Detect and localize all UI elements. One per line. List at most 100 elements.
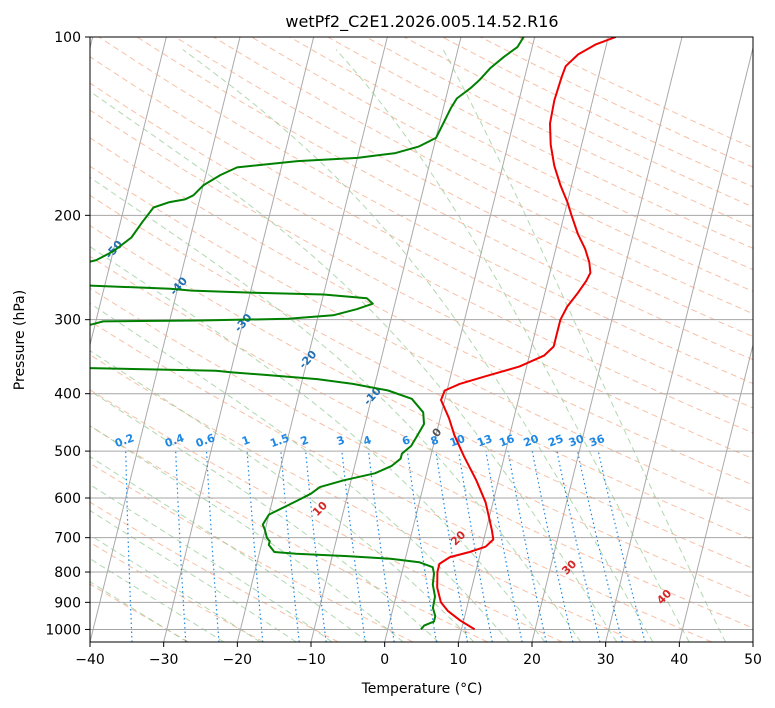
- dry-adiabat: [213, 37, 753, 315]
- x-tick-label: 0: [380, 652, 389, 668]
- y-axis-label: Pressure (hPa): [12, 290, 28, 390]
- mixing-ratio-line: [341, 451, 366, 642]
- x-tick-label: 10: [449, 652, 467, 668]
- profile-series: [90, 37, 617, 631]
- mixing-ratio-label: 2: [299, 433, 311, 448]
- mixing-ratio-line: [507, 450, 547, 642]
- y-tick-label: 200: [54, 208, 81, 224]
- chart-title: wetPf2_C2E1.2026.005.14.52.R16: [285, 12, 558, 32]
- isotherm-line: [531, 37, 683, 642]
- mixing-ratio-label: 0.2: [113, 431, 136, 450]
- dewpoint-line: [90, 37, 525, 631]
- x-tick-label: 40: [670, 652, 688, 668]
- isotherm-line: [90, 37, 241, 642]
- mixing-ratio-line: [435, 451, 469, 642]
- x-tick-label: −20: [223, 652, 253, 668]
- dry-adiabat: [90, 194, 753, 541]
- isotherm-line: [236, 37, 388, 642]
- temperature-line: [436, 37, 617, 631]
- moist-adiabat: [90, 425, 404, 642]
- mixing-ratio-label: 1: [240, 433, 252, 448]
- mixing-ratio-line: [367, 451, 395, 642]
- mixing-ratio-line: [406, 451, 437, 642]
- isobar-gridlines: [90, 37, 753, 630]
- mixing-ratio-line: [531, 450, 574, 642]
- y-tick-label: 1000: [45, 622, 81, 638]
- mixing-ratio-label: 13: [475, 432, 494, 449]
- moist-adiabat: [90, 246, 546, 642]
- x-tick-label: 50: [744, 652, 762, 668]
- mixing-ratio-line: [305, 451, 327, 642]
- moist-adiabat: [335, 49, 690, 642]
- y-axis: 1000 900 800 700 600 500 400 300 200 100: [45, 30, 90, 638]
- mixing-ratio-label: 0.4: [163, 431, 186, 450]
- dry-adiabat: [174, 37, 753, 338]
- mixing-ratio-line: [576, 450, 623, 642]
- mixing-ratio-label: 36: [588, 432, 607, 450]
- y-tick-label: 100: [54, 30, 81, 46]
- mixing-ratio-label: 8: [429, 433, 441, 448]
- dry-adiabat: [90, 583, 190, 642]
- isotherm-line: [678, 342, 753, 642]
- moist-adiabat: [182, 49, 654, 642]
- moist-adiabat: [90, 176, 582, 642]
- dry-adiabat: [518, 37, 753, 149]
- mixing-ratio-label: 20: [522, 432, 541, 450]
- moist-adiabat-label: 40: [654, 587, 674, 607]
- mixing-ratio-line: [556, 450, 601, 642]
- mixing-ratio-label: 3: [335, 433, 347, 448]
- moist-adiabat: [90, 510, 297, 642]
- x-axis: −40 −30 −20 −10 0 10 20 30 40 50: [75, 642, 762, 668]
- moist-adiabat: [90, 484, 333, 642]
- moist-adiabat-label: 30: [559, 557, 579, 577]
- x-tick-label: 30: [597, 652, 615, 668]
- dry-adiabat: [90, 501, 339, 642]
- dry-adiabat: [136, 37, 753, 361]
- dry-adiabat: [90, 165, 753, 513]
- isotherm-line: [752, 639, 753, 642]
- y-tick-label: 800: [54, 565, 81, 581]
- isotherm-label: -20: [296, 348, 319, 372]
- x-tick-label: −30: [149, 652, 179, 668]
- dry-adiabat: [90, 56, 753, 409]
- mixing-ratio-line: [246, 451, 264, 642]
- y-tick-label: 600: [54, 491, 81, 507]
- plot-frame: [89, 36, 754, 643]
- moist-adiabat: [90, 350, 475, 642]
- y-tick-label: 900: [54, 595, 81, 611]
- line-labels: 0.10.20.40.611.52346810131620253036-100-…: [103, 238, 675, 607]
- background-lines: [90, 37, 753, 642]
- dry-adiabat: [90, 462, 414, 642]
- x-tick-label: 20: [523, 652, 541, 668]
- dry-adiabat: [90, 389, 563, 642]
- dry-adiabat: [90, 541, 264, 642]
- isotherm-label: -40: [167, 274, 190, 298]
- y-tick-label: 500: [54, 444, 81, 460]
- dry-adiabat: [251, 37, 753, 293]
- mixing-ratio-label: 16: [497, 432, 516, 450]
- y-tick-label: 700: [54, 531, 81, 547]
- y-tick-label: 300: [54, 313, 81, 329]
- y-tick-label: 400: [54, 387, 81, 403]
- isotherm-line: [90, 37, 167, 347]
- moist-adiabat: [90, 456, 368, 642]
- dry-adiabat: [365, 37, 753, 229]
- mixing-ratio-line: [458, 451, 493, 642]
- dry-adiabat: [98, 37, 753, 385]
- moist-adiabat: [90, 90, 618, 642]
- moist-adiabat: [90, 581, 188, 642]
- x-tick-label: −40: [75, 652, 105, 668]
- mixing-ratio-line: [125, 451, 133, 642]
- dry-adiabat: [90, 82, 753, 434]
- mixing-ratio-label: 6: [400, 433, 412, 448]
- moist-adiabat: [442, 49, 727, 642]
- mixing-ratio-line: [280, 451, 300, 642]
- mixing-ratio-line: [175, 451, 187, 642]
- isotherm-line: [163, 37, 315, 642]
- dry-adiabat: [90, 320, 712, 642]
- mixing-ratio-label: 4: [361, 433, 373, 448]
- mixing-ratio-label: 0.6: [194, 431, 217, 450]
- dry-adiabat: [327, 37, 753, 249]
- x-axis-label: Temperature (°C): [361, 681, 483, 697]
